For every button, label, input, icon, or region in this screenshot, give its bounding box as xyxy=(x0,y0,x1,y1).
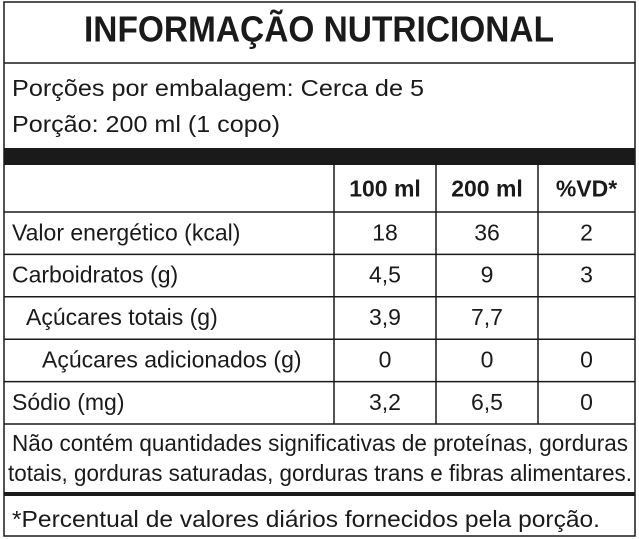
cell-value: 18 xyxy=(372,219,398,245)
row-label: Sódio (mg) xyxy=(12,389,124,415)
cell-value: 2 xyxy=(580,219,593,245)
servings: Porções por embalagem: Cerca de 5 xyxy=(12,75,424,101)
cell-value: 7,7 xyxy=(471,304,503,330)
row-label: Carboidratos (g) xyxy=(12,262,178,288)
rule-thick xyxy=(4,492,635,496)
cell-value: 0 xyxy=(481,346,494,372)
footer-line: Não contém quantidades significativas de… xyxy=(12,430,628,456)
cell-value: 3 xyxy=(580,262,593,288)
cell-value: 9 xyxy=(481,262,494,288)
serving-size: Porção: 200 ml (1 copo) xyxy=(12,111,280,137)
cell-value: 3,9 xyxy=(369,304,401,330)
footnote: *Percentual de valores diários fornecido… xyxy=(12,506,600,532)
thick-bar xyxy=(4,148,635,165)
footer-line: totais, gorduras saturadas, gorduras tra… xyxy=(8,460,632,486)
cell-value: 3,2 xyxy=(369,389,401,415)
row-label: Açúcares adicionados (g) xyxy=(42,346,302,372)
border xyxy=(3,1,636,537)
cell-value: 0 xyxy=(379,346,392,372)
cell-value: 36 xyxy=(474,219,500,245)
title: INFORMAÇÃO NUTRICIONAL xyxy=(84,8,554,50)
cell-value: 6,5 xyxy=(471,389,503,415)
column-header: 100 ml xyxy=(349,176,421,202)
cell-value: 0 xyxy=(580,389,593,415)
cell-value: 4,5 xyxy=(369,262,401,288)
cell-value: 0 xyxy=(580,346,593,372)
column-header: 200 ml xyxy=(451,176,523,202)
row-label: Açúcares totais (g) xyxy=(26,304,218,330)
column-header: %VD* xyxy=(556,176,617,202)
row-label: Valor energético (kcal) xyxy=(12,219,240,245)
